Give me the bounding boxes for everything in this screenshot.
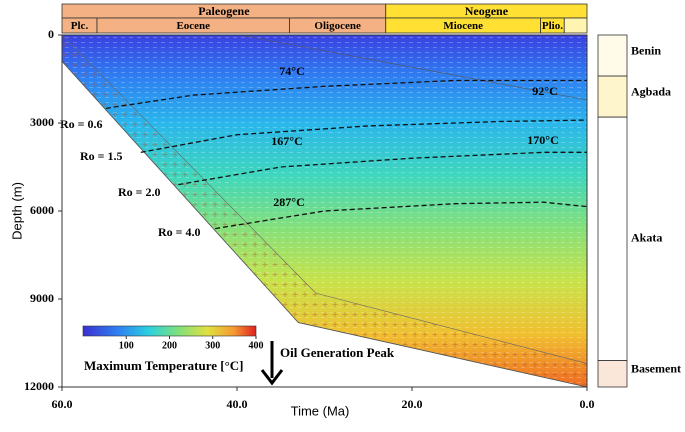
lithology-label: Benin <box>631 43 661 57</box>
colorbar <box>82 325 257 337</box>
temperature-label: 92°C <box>532 84 557 98</box>
temperature-label: 74°C <box>279 64 304 78</box>
x-tick-label: 40.0 <box>227 397 248 411</box>
y-tick-label: 3000 <box>30 115 54 129</box>
lithology-label: Basement <box>631 362 681 376</box>
ro-label: Ro = 4.0 <box>158 225 201 239</box>
ro-label: Ro = 2.0 <box>118 185 161 199</box>
temperature-label: 167°C <box>271 134 302 148</box>
annotation: Oil Generation Peak <box>280 345 395 360</box>
ro-label: Ro = 0.6 <box>60 117 103 131</box>
epoch-label: Oligocene <box>314 20 361 32</box>
epoch-label: Plio. <box>542 20 563 32</box>
epoch-label: Miocene <box>443 20 483 32</box>
y-tick-label: 9000 <box>30 291 54 305</box>
model-base <box>61 61 588 388</box>
temperature-label: 170°C <box>527 133 558 147</box>
x-tick-label: 60.0 <box>52 397 73 411</box>
y-tick-label: 12000 <box>24 379 54 393</box>
temperature-label: 287°C <box>273 195 304 209</box>
x-axis-label: Time (Ma) <box>291 403 350 418</box>
colorbar-tick-label: 400 <box>249 340 264 351</box>
y-tick-label: 6000 <box>30 203 54 217</box>
epoch-box <box>563 17 588 34</box>
period-label: Neogene <box>465 4 509 18</box>
epoch-label: Plc. <box>71 20 89 32</box>
ro-line <box>105 79 587 109</box>
lithology-label: Akata <box>631 231 662 245</box>
lithology-unit <box>597 34 628 77</box>
ro-line <box>140 119 588 153</box>
colorbar-title: Maximum Temperature [°C] <box>84 358 244 373</box>
lithology-unit <box>597 75 628 118</box>
lithology-unit <box>597 116 628 361</box>
colorbar-tick-label: 200 <box>162 340 177 351</box>
horizon <box>239 34 588 101</box>
ro-line <box>178 151 587 186</box>
x-tick-label: 0.0 <box>580 397 595 411</box>
period-label: Paleogene <box>198 4 250 18</box>
ro-label: Ro = 1.5 <box>80 149 123 163</box>
lithology-unit <box>597 360 628 388</box>
x-tick-label: 20.0 <box>402 397 423 411</box>
colorbar-tick-label: 300 <box>205 340 220 351</box>
colorbar-tick-label: 100 <box>119 340 134 351</box>
lithology-label: Agbada <box>631 84 671 98</box>
ro-line <box>215 201 588 230</box>
epoch-label: Eocene <box>176 20 210 32</box>
y-axis-label: Depth (m) <box>9 182 24 240</box>
y-tick-label: 0 <box>48 27 54 41</box>
arrow-head <box>260 369 284 386</box>
